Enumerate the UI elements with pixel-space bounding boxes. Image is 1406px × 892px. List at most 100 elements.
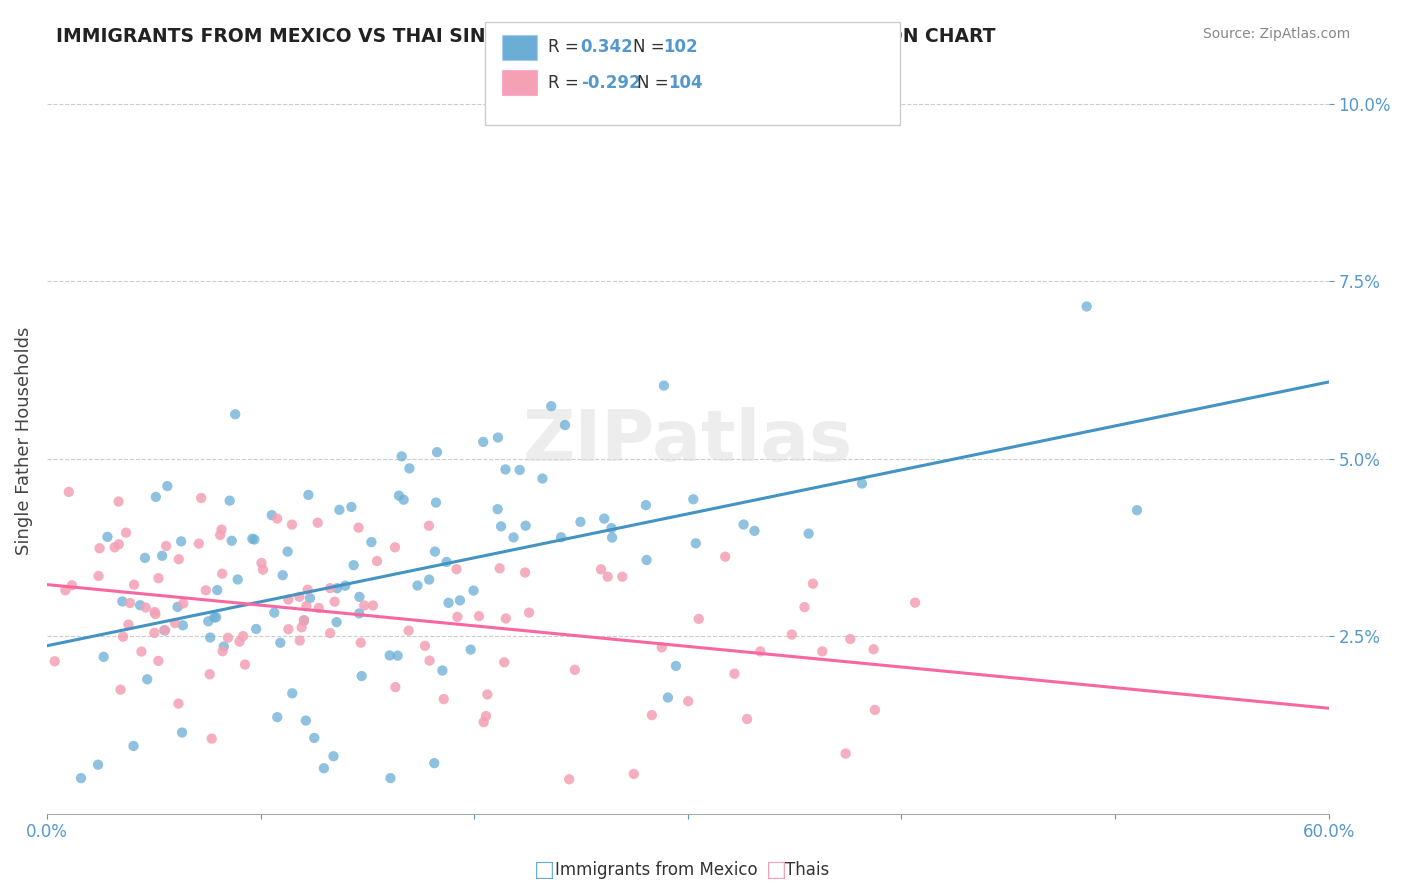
Point	[509, 463, 531, 477]
Point	[378, 648, 401, 663]
Point	[224, 407, 246, 421]
Point	[108, 537, 131, 551]
Point	[288, 590, 311, 604]
Point	[433, 692, 456, 706]
Point	[240, 532, 263, 546]
Text: □: □	[534, 860, 555, 880]
Point	[96, 530, 118, 544]
Point	[260, 508, 283, 523]
Point	[361, 599, 384, 613]
Point	[55, 583, 77, 598]
Point	[122, 739, 145, 753]
Point	[172, 725, 194, 739]
Point	[277, 592, 299, 607]
Point	[93, 649, 115, 664]
Point	[112, 630, 135, 644]
Point	[423, 544, 446, 558]
Point	[134, 550, 156, 565]
Point	[135, 600, 157, 615]
Point	[366, 554, 388, 568]
Point	[167, 697, 190, 711]
Point	[328, 503, 350, 517]
Point	[489, 519, 512, 533]
Point	[110, 682, 132, 697]
Point	[600, 531, 623, 545]
Point	[58, 485, 80, 500]
Point	[350, 669, 373, 683]
Point	[166, 599, 188, 614]
Point	[323, 595, 346, 609]
Point	[558, 772, 581, 787]
Point	[634, 498, 657, 512]
Point	[641, 708, 664, 723]
Point	[277, 622, 299, 636]
Point	[554, 418, 576, 433]
Point	[380, 771, 402, 785]
Text: Source: ZipAtlas.com: Source: ZipAtlas.com	[1202, 27, 1350, 41]
Point	[723, 666, 745, 681]
Point	[104, 541, 127, 555]
Point	[319, 581, 342, 595]
Point	[449, 593, 471, 607]
Point	[477, 688, 499, 702]
Point	[472, 715, 495, 730]
Point	[495, 611, 517, 625]
Point	[863, 703, 886, 717]
Point	[651, 640, 673, 655]
Point	[749, 644, 772, 658]
Point	[136, 673, 159, 687]
Point	[308, 601, 330, 615]
Point	[131, 644, 153, 658]
Point	[172, 597, 194, 611]
Point	[384, 680, 406, 694]
Point	[122, 577, 145, 591]
Point	[218, 493, 240, 508]
Point	[70, 771, 93, 785]
Point	[202, 610, 225, 624]
Point	[515, 518, 537, 533]
Point	[266, 511, 288, 525]
Point	[388, 489, 411, 503]
Point	[486, 431, 509, 445]
Point	[437, 596, 460, 610]
Point	[335, 579, 357, 593]
Point	[232, 629, 254, 643]
Point	[502, 530, 524, 544]
Point	[187, 537, 209, 551]
Point	[326, 581, 349, 595]
Point	[513, 566, 536, 580]
Point	[425, 495, 447, 509]
Point	[211, 644, 233, 658]
Point	[1076, 300, 1098, 314]
Text: N =: N =	[637, 74, 673, 92]
Point	[834, 747, 856, 761]
Point	[245, 622, 267, 636]
Point	[488, 561, 510, 575]
Point	[652, 378, 675, 392]
Point	[194, 583, 217, 598]
Y-axis label: Single Father Households: Single Father Households	[15, 326, 32, 555]
Point	[657, 690, 679, 705]
Point	[250, 556, 273, 570]
Point	[392, 492, 415, 507]
Point	[271, 568, 294, 582]
Point	[297, 582, 319, 597]
Point	[350, 635, 373, 649]
Point	[143, 626, 166, 640]
Point	[517, 606, 540, 620]
Point	[688, 612, 710, 626]
Point	[391, 450, 413, 464]
Point	[292, 613, 315, 627]
Point	[353, 599, 375, 613]
Point	[413, 639, 436, 653]
Point	[600, 521, 623, 535]
Point	[418, 518, 440, 533]
Point	[801, 576, 824, 591]
Point	[263, 606, 285, 620]
Point	[281, 517, 304, 532]
Point	[446, 610, 468, 624]
Point	[446, 562, 468, 576]
Point	[252, 563, 274, 577]
Text: ZIPatlas: ZIPatlas	[523, 407, 853, 475]
Point	[148, 654, 170, 668]
